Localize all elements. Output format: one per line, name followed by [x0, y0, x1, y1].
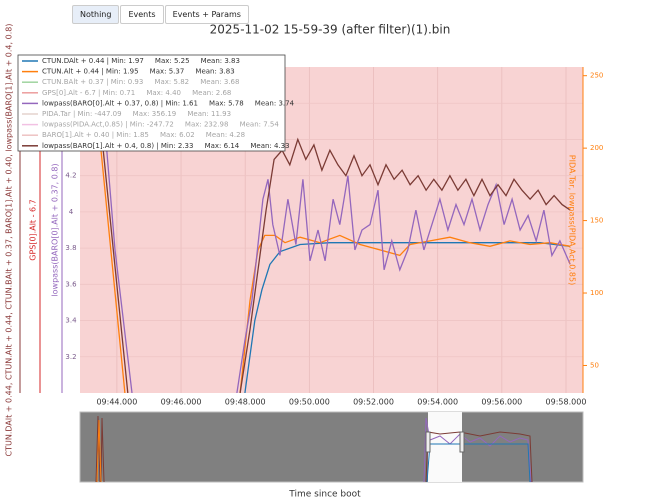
x-axis-title: Time since boot	[288, 490, 361, 500]
y2-tick-label: 200	[590, 144, 603, 152]
grid	[80, 67, 583, 393]
x-tick-label: 09:56.000	[481, 398, 522, 407]
x-tick-label: 09:48.000	[225, 398, 266, 407]
legend-label[interactable]: lowpass(BARO[1].Alt + 0.4, 0.8) | Min: 2…	[42, 142, 290, 150]
legend-label[interactable]: CTUN.BAlt + 0.37 | Min: 0.93 Max: 5.82 M…	[42, 78, 239, 86]
legend-label[interactable]: lowpass(BARO[0].Alt + 0.37, 0.8) | Min: …	[42, 99, 295, 107]
y2-axis-title: PIDA.Tar, lowpass(PIDA.Act,0.85)	[568, 155, 577, 285]
slider-handle[interactable]	[459, 431, 465, 453]
y-axis-title: GPS[0].Alt - 6.7	[29, 199, 38, 261]
legend-label[interactable]: GPS[0].Alt - 6.7 | Min: 0.71 Max: 4.40 M…	[42, 89, 231, 97]
slider-trace	[423, 417, 532, 483]
filter-button[interactable]: Nothing	[72, 5, 120, 24]
slider-trace	[425, 431, 533, 483]
y-tick-label: 4.2	[65, 172, 76, 180]
slider-trace	[426, 443, 531, 483]
series-line	[244, 242, 571, 393]
x-tick-label: 09:44.000	[96, 398, 137, 407]
x-tick-label: 09:58.000	[546, 398, 587, 407]
y2-tick-label: 150	[590, 217, 603, 225]
y2-tick-label: 250	[590, 72, 603, 80]
legend-label[interactable]: CTUN.Alt + 0.44 | Min: 1.95 Max: 5.37 Me…	[42, 68, 235, 76]
legend-box	[17, 54, 286, 152]
range-slider[interactable]	[79, 411, 584, 483]
y-tick-label: 3.4	[65, 317, 77, 325]
x-tick-label: 09:50.000	[289, 398, 330, 407]
x-tick-label: 09:54.000	[417, 398, 458, 407]
slider-window[interactable]	[428, 412, 462, 482]
y-tick-label: 4	[69, 208, 74, 216]
slider-trace	[95, 415, 105, 483]
y2-tick-label: 50	[590, 361, 599, 369]
legend: CTUN.DAlt + 0.44 | Min: 1.97 Max: 5.25 M…	[17, 54, 295, 152]
slider-handle[interactable]	[425, 431, 431, 453]
chart-title: 2025-11-02 15-59-39 (after filter)(1).bi…	[210, 23, 451, 37]
y2-tick-label: 100	[590, 289, 603, 297]
toolbar: Nothing Events Events + Params	[72, 5, 250, 24]
y-tick-label: 3.8	[65, 244, 76, 252]
legend-label[interactable]: BARO[1].Alt + 0.40 | Min: 1.85 Max: 6.02…	[42, 131, 245, 139]
y-tick-label: 3.2	[65, 353, 76, 361]
legend-label[interactable]: CTUN.DAlt + 0.44 | Min: 1.97 Max: 5.25 M…	[42, 57, 240, 65]
x-tick-label: 09:46.000	[161, 398, 202, 407]
filter-button[interactable]: Events	[120, 5, 164, 24]
x-tick-label: 09:52.000	[353, 398, 394, 407]
legend-label[interactable]: PIDA.Tar | Min: -447.09 Max: 356.19 Mean…	[42, 110, 231, 118]
filter-button[interactable]: Events + Params	[164, 5, 249, 24]
y-axis-title: lowpass(BARO[0].Alt + 0.37, 0.8)	[51, 163, 60, 296]
slider-trace	[96, 419, 102, 483]
legend-label[interactable]: lowpass(PIDA.Act,0.85) | Min: -247.72 Ma…	[42, 121, 279, 129]
y-tick-label: 3.6	[65, 280, 77, 288]
slider-background	[79, 411, 584, 483]
y-axis-title: CTUN.DAlt + 0.44, CTUN.Alt + 0.44, CTUN.…	[5, 24, 14, 457]
